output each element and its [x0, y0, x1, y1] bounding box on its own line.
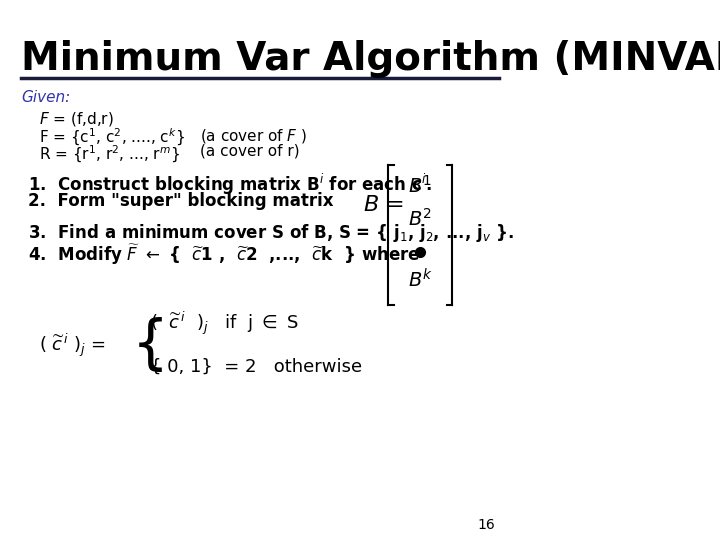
Text: 1.  Construct blocking matrix B$^i$ for each c$^i$.: 1. Construct blocking matrix B$^i$ for e… [29, 172, 432, 197]
Text: $B^k$: $B^k$ [408, 268, 433, 291]
Text: $B$ =: $B$ = [364, 195, 404, 215]
Text: (a cover of $\mathit{F}$ ): (a cover of $\mathit{F}$ ) [199, 127, 307, 145]
Text: ( $\widetilde{c}^{\,i}$ )$_j$ =: ( $\widetilde{c}^{\,i}$ )$_j$ = [39, 332, 106, 359]
Text: $B^2$: $B^2$ [408, 208, 432, 230]
Text: Given:: Given: [22, 90, 71, 105]
Text: (  $\widetilde{c}^{\,i}$  )$_j$   if  j $\in$ S: ( $\widetilde{c}^{\,i}$ )$_j$ if j $\in$… [150, 309, 298, 337]
Text: R = {r$^1$, r$^2$, ..., r$^m$}: R = {r$^1$, r$^2$, ..., r$^m$} [39, 144, 180, 165]
Text: 4.  Modify $\widetilde{F}$ $\leftarrow$ {  $\widetilde{c}$1 ,  $\widetilde{c}$2 : 4. Modify $\widetilde{F}$ $\leftarrow$ {… [29, 242, 420, 267]
Text: F = {c$^1$, c$^2$, ...., c$^k$}: F = {c$^1$, c$^2$, ...., c$^k$} [39, 127, 185, 148]
Text: {: { [132, 316, 169, 374]
Text: 2.  Form "super" blocking matrix: 2. Form "super" blocking matrix [29, 192, 334, 210]
Text: $B^1$: $B^1$ [408, 175, 433, 197]
Text: { 0, 1}  = 2   otherwise: { 0, 1} = 2 otherwise [150, 358, 361, 376]
Text: Minimum Var Algorithm (MINVAR): Minimum Var Algorithm (MINVAR) [22, 40, 720, 78]
Text: (a cover of r): (a cover of r) [199, 144, 299, 159]
Text: $\mathit{F}$ = (f,d,r): $\mathit{F}$ = (f,d,r) [39, 110, 114, 128]
Text: 16: 16 [477, 518, 495, 532]
Text: 3.  Find a minimum cover S of B, S = { j$_1$, j$_2$, ..., j$_v$ }.: 3. Find a minimum cover S of B, S = { j$… [29, 222, 514, 244]
